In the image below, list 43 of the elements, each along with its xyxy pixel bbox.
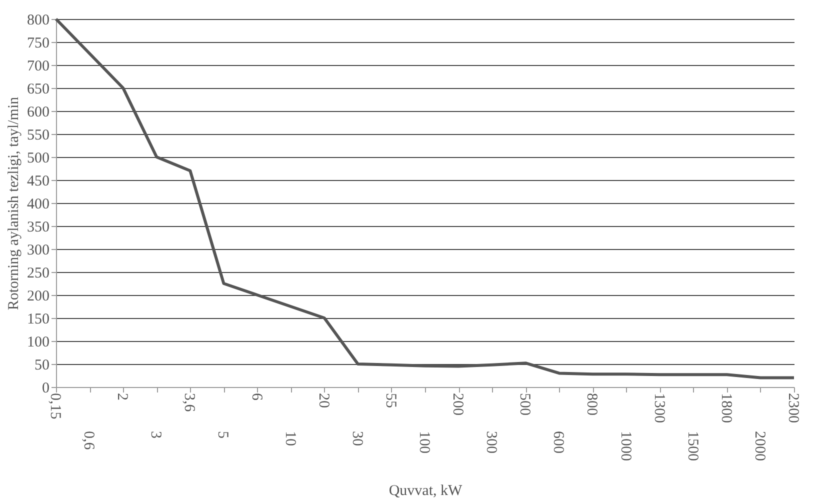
- x-tick-label: 3: [148, 431, 164, 438]
- y-tick-label: 700: [27, 58, 50, 74]
- x-tick-label: 0,6: [80, 431, 97, 450]
- y-tick-label: 250: [27, 266, 50, 282]
- y-tick-label: 50: [34, 358, 50, 374]
- x-tick-label: 10: [282, 431, 298, 446]
- y-axis-title: Rotorning aylanish tezligi, tayl/min: [6, 96, 22, 310]
- y-tick-label: 400: [27, 196, 50, 212]
- x-axis-title: Quvvat, kW: [388, 483, 463, 499]
- y-tick-label: 300: [27, 242, 50, 258]
- y-tick-label: 200: [27, 288, 50, 304]
- y-tick-label: 750: [27, 36, 50, 52]
- x-tick-label: 100: [416, 431, 432, 454]
- x-tick-label: 3,6: [181, 393, 198, 412]
- x-tick-label: 55: [382, 393, 398, 408]
- y-tick-label: 600: [27, 104, 50, 120]
- x-tick-label: 2300: [785, 393, 801, 423]
- y-tick-label: 800: [27, 12, 50, 28]
- x-tick-label: 2: [114, 393, 130, 400]
- x-tick-label: 300: [483, 431, 500, 454]
- x-tick-label: 1500: [684, 431, 700, 461]
- x-tick-label: 1000: [617, 431, 634, 461]
- x-tick-label: 800: [584, 393, 600, 416]
- x-tick-label: 0,15: [47, 393, 63, 420]
- x-tick-label: 30: [348, 431, 365, 446]
- x-tick-label: 20: [315, 393, 332, 408]
- y-tick-label: 350: [27, 220, 50, 236]
- line-series: [54, 18, 796, 380]
- x-tick-label: 6: [248, 393, 264, 401]
- x-tick-label: 2000: [751, 431, 768, 461]
- x-tick-label: 200: [450, 393, 466, 416]
- y-tick-label: 0: [42, 380, 50, 396]
- x-tick-label: 500: [516, 393, 533, 416]
- x-tick-label: 5: [214, 431, 231, 438]
- y-tick-label: 100: [27, 334, 50, 350]
- y-tick-label: 150: [27, 312, 50, 328]
- x-tick-label: 1300: [650, 393, 667, 423]
- y-tick-label: 550: [27, 128, 50, 144]
- x-tick-label: 600: [550, 431, 566, 454]
- y-tick-label: 650: [27, 82, 50, 98]
- y-tick-label: 450: [27, 174, 50, 190]
- y-tick-label: 500: [27, 150, 50, 166]
- x-tick-label: 1800: [718, 393, 734, 423]
